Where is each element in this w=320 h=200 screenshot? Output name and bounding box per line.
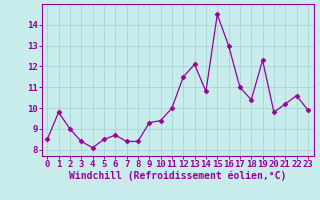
X-axis label: Windchill (Refroidissement éolien,°C): Windchill (Refroidissement éolien,°C) [69, 171, 286, 181]
